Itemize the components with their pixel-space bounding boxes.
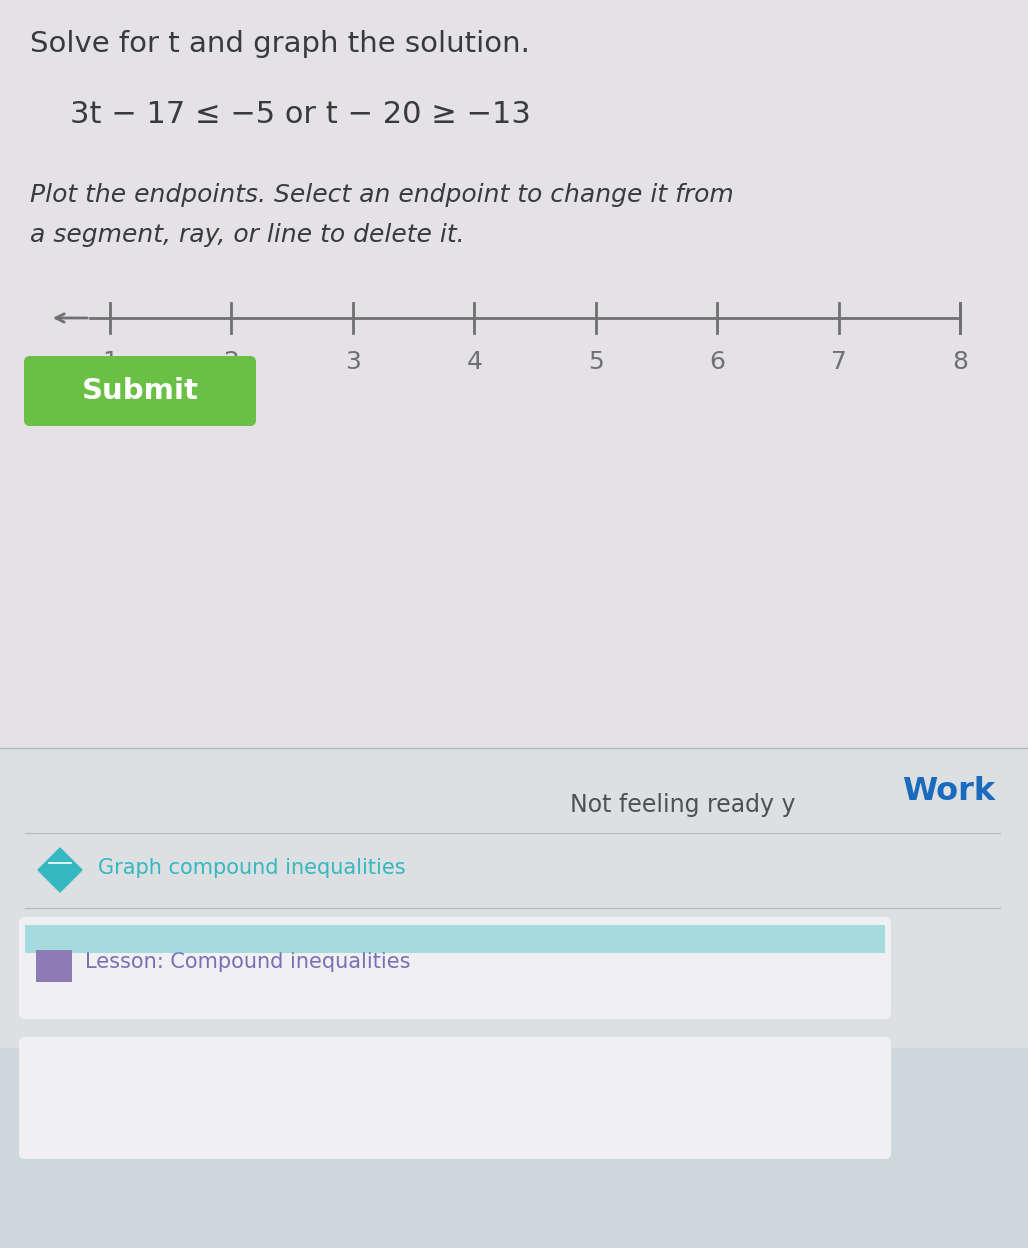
Text: 5: 5 xyxy=(588,349,603,374)
Text: Plot the endpoints. Select an endpoint to change it from: Plot the endpoints. Select an endpoint t… xyxy=(30,183,734,207)
FancyBboxPatch shape xyxy=(36,950,72,982)
Text: Not feeling ready y: Not feeling ready y xyxy=(570,792,796,817)
Text: 3t − 17 ≤ −5 or t − 20 ≥ −13: 3t − 17 ≤ −5 or t − 20 ≥ −13 xyxy=(70,100,530,129)
Text: 2: 2 xyxy=(223,349,240,374)
Text: Solve for t and graph the solution.: Solve for t and graph the solution. xyxy=(30,30,529,57)
FancyBboxPatch shape xyxy=(0,0,1028,748)
Text: 4: 4 xyxy=(467,349,482,374)
Text: 8: 8 xyxy=(952,349,968,374)
Text: Lesson: Compound inequalities: Lesson: Compound inequalities xyxy=(85,952,410,972)
FancyBboxPatch shape xyxy=(25,925,885,953)
Text: 1: 1 xyxy=(102,349,118,374)
FancyBboxPatch shape xyxy=(24,356,256,426)
Text: 7: 7 xyxy=(831,349,846,374)
Text: a segment, ray, or line to delete it.: a segment, ray, or line to delete it. xyxy=(30,223,465,247)
Text: Submit: Submit xyxy=(81,377,198,406)
Polygon shape xyxy=(38,847,82,892)
FancyBboxPatch shape xyxy=(19,1037,891,1159)
FancyBboxPatch shape xyxy=(0,1048,1028,1248)
Text: 6: 6 xyxy=(709,349,725,374)
FancyBboxPatch shape xyxy=(19,917,891,1020)
Text: 3: 3 xyxy=(345,349,361,374)
FancyBboxPatch shape xyxy=(0,748,1028,1048)
Text: Graph compound inequalities: Graph compound inequalities xyxy=(98,859,406,879)
Text: Work: Work xyxy=(902,776,995,807)
